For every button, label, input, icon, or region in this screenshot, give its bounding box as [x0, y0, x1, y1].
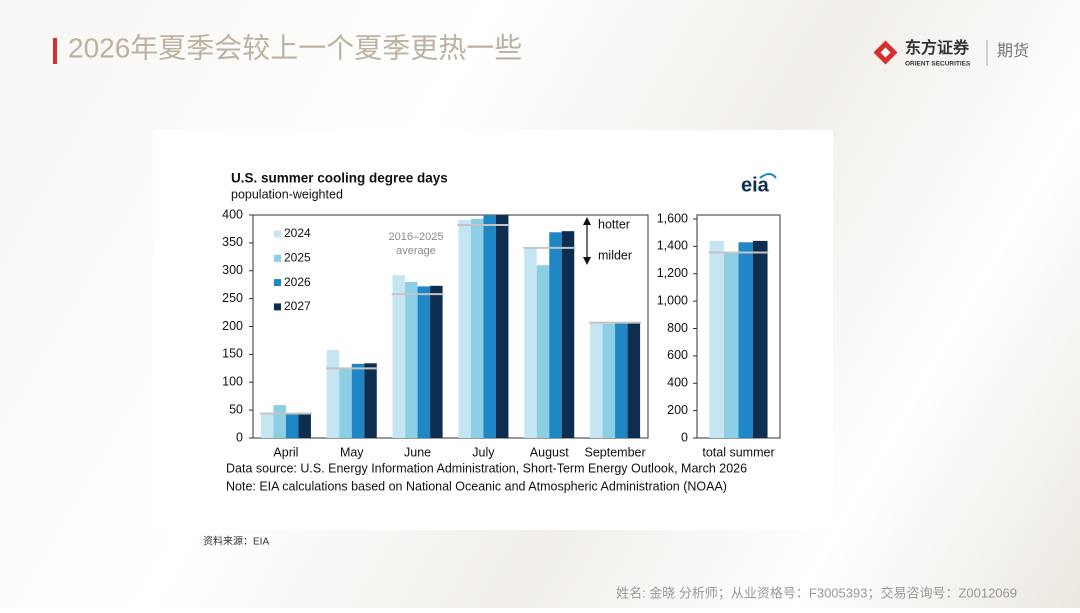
source: 资料来源：EIA [203, 535, 269, 548]
y-tick-label: 1,200 [657, 266, 688, 280]
bar [298, 413, 311, 438]
y-tick-label: 100 [222, 375, 243, 389]
legend-swatch [274, 279, 281, 287]
y-tick-label: 400 [667, 376, 688, 390]
y-tick-label: 0 [681, 430, 688, 444]
legend-swatch [274, 303, 281, 311]
annotation: hotter [598, 217, 630, 231]
bar [524, 247, 537, 438]
footer: 姓名: 金晓 分析师；从业资格号：F3005393；交易咨询号：Z0012069 [616, 585, 1017, 601]
bar [615, 323, 628, 438]
hotter-milder-arrow [583, 217, 591, 265]
bar [430, 285, 443, 438]
x-tick-label: June [404, 445, 431, 459]
bar [536, 265, 550, 438]
bar [470, 218, 484, 438]
y-tick-label: 1,400 [657, 239, 688, 253]
annotation: milder [598, 248, 632, 262]
legend-label: 2025 [284, 250, 311, 264]
y-tick-label: 800 [667, 321, 688, 335]
chart-subtitle: population-weighted [231, 187, 343, 201]
legend-label: 2027 [284, 299, 311, 313]
bar [417, 286, 431, 438]
y-tick-label: 200 [667, 403, 688, 417]
logo-unit: 期货 [997, 42, 1029, 60]
title-accent [53, 38, 57, 64]
chart-note: Note: EIA calculations based on National… [226, 479, 727, 493]
arrow-head [583, 217, 591, 225]
logo-name: 东方证券 [905, 38, 970, 57]
bar [392, 275, 406, 438]
y-tick-label: 350 [222, 235, 243, 249]
logo-icon-inner [880, 47, 891, 58]
x-tick-label: September [585, 445, 646, 459]
average-label: 2016–2025 [388, 231, 443, 243]
x-tick-label: total summer [702, 445, 774, 459]
chart-note: Data source: U.S. Energy Information Adm… [226, 461, 747, 475]
legend-label: 2026 [284, 275, 311, 289]
bar [339, 367, 352, 438]
bar [351, 363, 365, 438]
legend-swatch [274, 254, 281, 262]
eia-logo: eia [741, 174, 770, 196]
y-tick-label: 1,600 [657, 211, 688, 225]
bar [723, 252, 739, 438]
y-tick-label: 250 [222, 291, 243, 305]
arrow-head [583, 257, 591, 265]
bar [602, 323, 616, 438]
x-tick-label: May [340, 445, 364, 459]
y-tick-label: 200 [222, 319, 243, 333]
bar [285, 413, 299, 438]
chart-title: U.S. summer cooling degree days [231, 171, 448, 186]
bar [561, 231, 575, 438]
bar [753, 240, 768, 438]
bar [549, 232, 562, 438]
bar [495, 215, 509, 438]
y-tick-label: 400 [222, 207, 243, 221]
y-tick-label: 0 [236, 430, 243, 444]
bar [405, 281, 418, 438]
legend-swatch [274, 230, 281, 238]
bar [483, 215, 496, 438]
x-tick-label: April [273, 445, 298, 459]
bar [627, 322, 641, 438]
bar [738, 242, 754, 438]
bar [458, 220, 471, 438]
bar [364, 363, 377, 438]
bar [260, 412, 274, 438]
average-label: average [396, 245, 436, 257]
brand-logo: 东方证券 ORIENT SECURITIES 期货 [873, 38, 1029, 68]
eia-logo-swoosh [759, 173, 777, 179]
y-tick-label: 1,000 [657, 293, 688, 307]
y-tick-label: 600 [667, 348, 688, 362]
x-tick-label: July [472, 445, 495, 459]
bar [273, 405, 286, 438]
slide-title: 2026年夏季会较上一个夏季更热一些 [68, 32, 522, 63]
y-tick-label: 150 [222, 347, 243, 361]
legend-label: 2024 [284, 226, 311, 240]
bar [709, 240, 724, 438]
y-tick-label: 300 [222, 263, 243, 277]
logo-english: ORIENT SECURITIES [905, 61, 971, 68]
y-tick-label: 50 [229, 402, 243, 416]
x-tick-label: August [530, 445, 569, 459]
bar [326, 349, 340, 438]
bar [590, 322, 603, 438]
